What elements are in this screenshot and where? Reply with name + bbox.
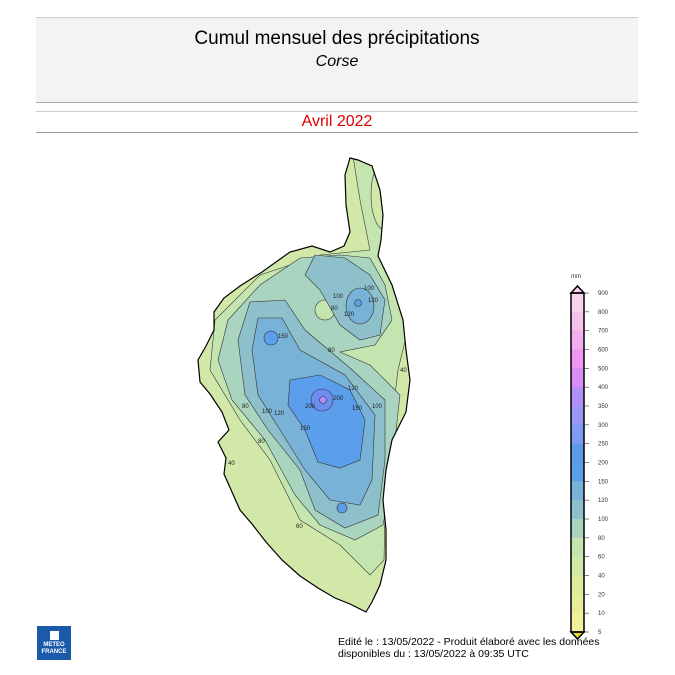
contour-label: 40 — [400, 368, 407, 374]
header: Cumul mensuel des précipitations Corse — [36, 17, 638, 103]
contour-label: 150 — [300, 426, 311, 432]
legend-swatch — [571, 349, 584, 369]
legend-tick-label: 40 — [598, 574, 605, 580]
legend-swatch — [571, 500, 584, 520]
band-150-200-north — [354, 299, 362, 307]
contour-label: 40 — [228, 461, 235, 467]
legend-tick-label: 300 — [598, 423, 609, 429]
legend-swatch — [571, 556, 584, 576]
legend-swatch — [571, 519, 584, 539]
legend-tick-label: 250 — [598, 442, 609, 448]
contour-label: 80 — [328, 348, 335, 354]
contour-label: 100 — [372, 404, 383, 410]
contour-label: 80 — [258, 439, 265, 445]
band-250-300 — [319, 396, 327, 404]
period-bar: Avril 2022 — [36, 111, 638, 133]
legend-tick-label: 900 — [598, 291, 609, 297]
contour-label: 120 — [344, 312, 355, 318]
legend-tick-label: 60 — [598, 555, 605, 561]
contour-label: 100 — [333, 294, 344, 300]
legend-swatch — [571, 330, 584, 350]
legend-tick-label: 600 — [598, 348, 609, 354]
legend-swatch — [571, 481, 584, 501]
legend-swatch — [571, 613, 584, 633]
legend-tick-label: 20 — [598, 592, 605, 598]
footer-note: Edité le : 13/05/2022 - Produit élaboré … — [338, 636, 600, 660]
legend-swatch — [571, 594, 584, 614]
legend-unit: mm — [571, 274, 581, 280]
legend-swatch — [571, 387, 584, 407]
band-150-200-west — [263, 330, 279, 346]
meteo-france-logo: METEO FRANCE — [37, 626, 71, 660]
page-title: Cumul mensuel des précipitations — [194, 28, 480, 49]
legend-max-arrow — [569, 284, 586, 294]
contour-labels: 100 80 100 120 120 150 80 40 120 200 200… — [228, 286, 407, 530]
legend-swatch — [571, 424, 584, 445]
legend-tick-label: 100 — [598, 517, 609, 523]
legend-tick-label: 80 — [598, 536, 605, 542]
legend-tick-label: 700 — [598, 329, 609, 335]
contour-label: 120 — [368, 298, 379, 304]
contour-label: 120 — [274, 411, 285, 417]
legend-tick-label: 150 — [598, 479, 609, 485]
contour-label: 150 — [352, 406, 363, 412]
contour-label: 200 — [333, 396, 344, 402]
legend-swatch — [571, 406, 584, 426]
contour-label: 150 — [278, 334, 289, 340]
legend-swatch — [571, 537, 584, 558]
legend-tick-label: 500 — [598, 366, 609, 372]
band-150-200 — [287, 374, 366, 469]
legend-tick-label: 120 — [598, 498, 609, 504]
contour-label: 100 — [364, 286, 375, 292]
footer-line-1: Edité le : 13/05/2022 - Produit élaboré … — [338, 636, 600, 648]
legend-tick-label: 10 — [598, 611, 605, 617]
contour-label: 200 — [305, 404, 316, 410]
legend-swatch — [571, 368, 584, 388]
legend-swatch — [571, 462, 584, 482]
legend-swatch — [571, 443, 584, 463]
color-legend: mm 900 800 700 600 500 400 350 300 250 200 150 120 1… — [569, 274, 609, 641]
legend-swatch — [571, 575, 584, 595]
contour-label: 80 — [331, 306, 338, 312]
contour-label: 120 — [348, 386, 359, 392]
legend-tick-label: 350 — [598, 404, 609, 410]
legend-tick-label: 800 — [598, 310, 609, 316]
legend-tick-label: 200 — [598, 461, 609, 467]
contour-label: 80 — [242, 404, 249, 410]
period-label: Avril 2022 — [301, 113, 373, 130]
page-subtitle: Corse — [315, 53, 359, 70]
legend-tick-label: 5 — [598, 630, 602, 636]
legend-tick-label: 400 — [598, 385, 609, 391]
band-40-60-capcorse — [370, 159, 400, 231]
footer-line-2: disponibles du : 13/05/2022 à 09:35 UTC — [338, 648, 529, 660]
contour-label: 60 — [296, 524, 303, 530]
band-150-200-south — [336, 502, 348, 514]
legend-swatch — [571, 293, 584, 313]
legend-swatch — [571, 311, 584, 332]
contour-label: 100 — [262, 409, 273, 415]
